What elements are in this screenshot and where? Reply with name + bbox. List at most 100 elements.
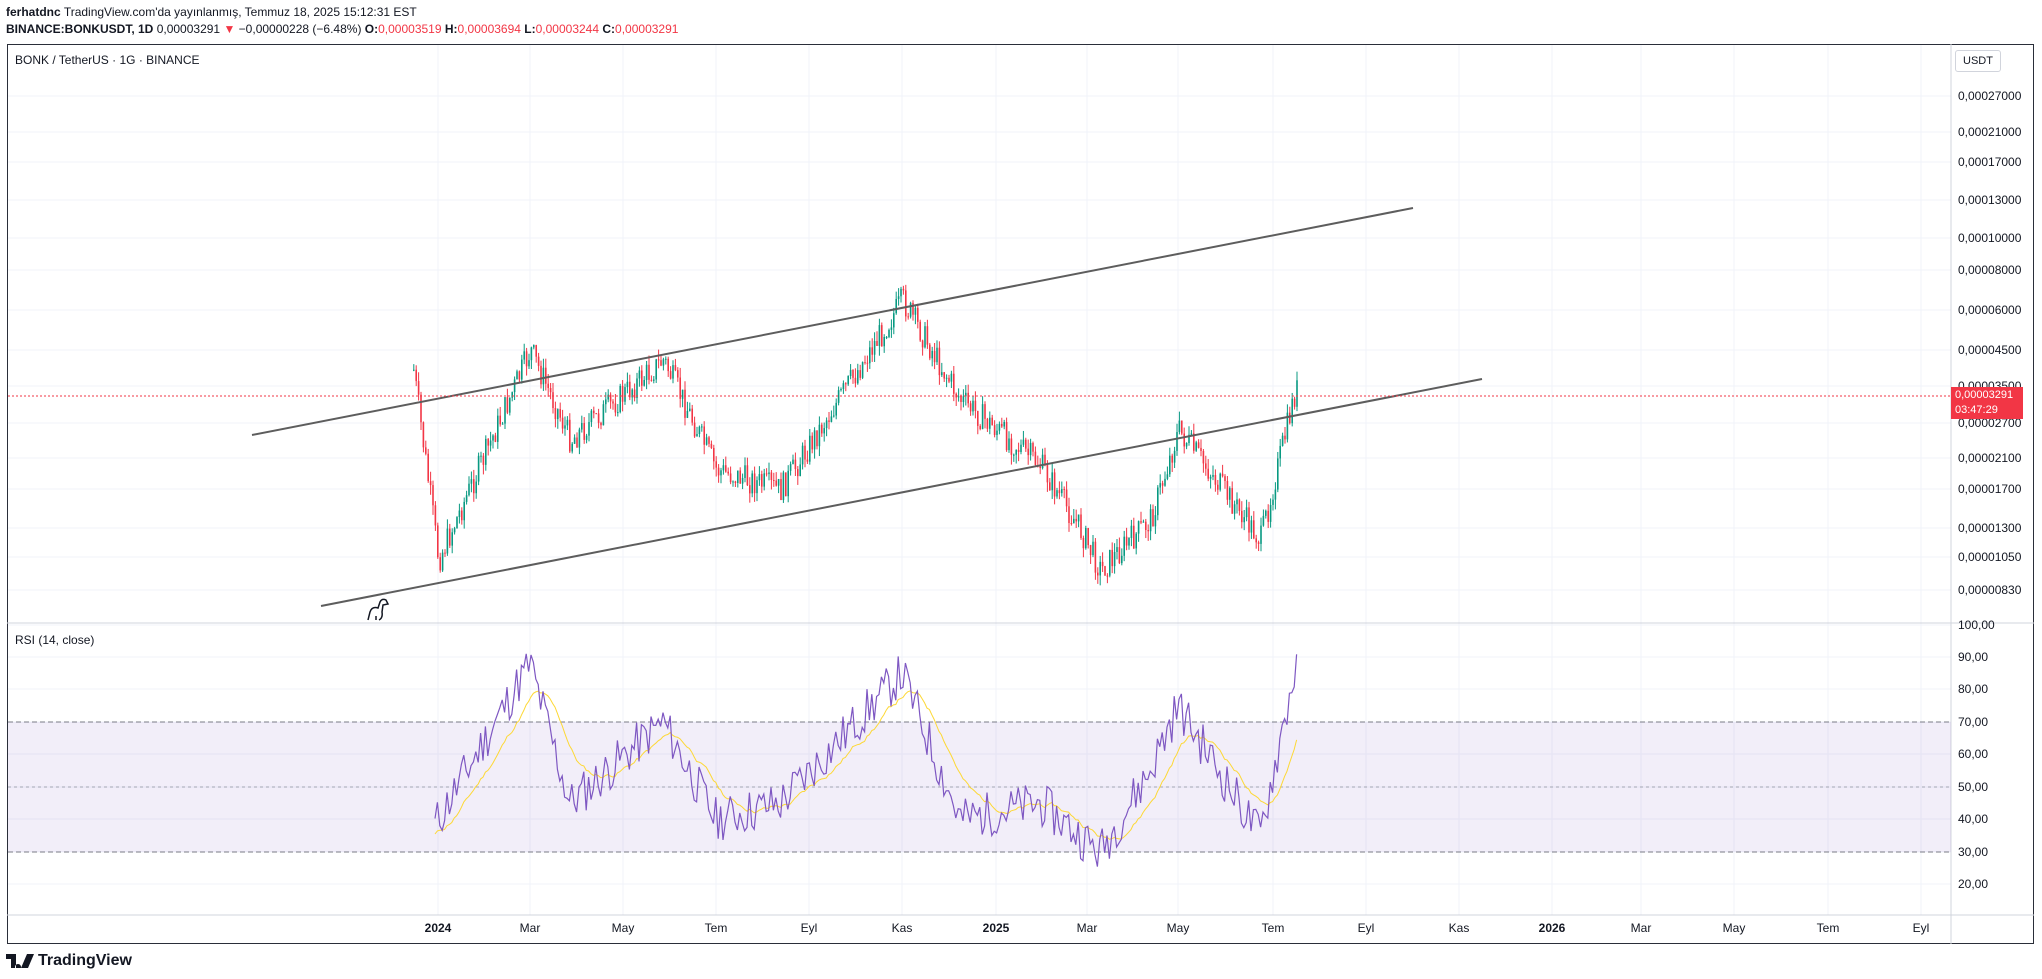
rsi-line bbox=[434, 653, 1298, 867]
candle-body bbox=[1178, 420, 1181, 433]
candle-body bbox=[1121, 555, 1123, 564]
currency-button[interactable]: USDT bbox=[1955, 50, 2001, 72]
candle-body bbox=[849, 369, 852, 376]
candle-body bbox=[1041, 454, 1044, 469]
candle-body bbox=[1207, 468, 1209, 479]
candle-body bbox=[751, 473, 753, 494]
candle-body bbox=[593, 410, 595, 414]
time-axis[interactable]: 2024 Mar May Tem Eyl Kas 2025 Mar May Tem Eyl Kas 20… bbox=[425, 921, 1930, 935]
candle-body bbox=[854, 377, 857, 384]
candle-body bbox=[549, 387, 552, 393]
candle-body bbox=[1284, 435, 1286, 440]
candle-body bbox=[581, 423, 583, 430]
candle-body bbox=[986, 418, 989, 429]
candle-body bbox=[1181, 420, 1183, 434]
candle-body bbox=[641, 370, 643, 386]
rsi-tick-label: 40,00 bbox=[1958, 812, 1988, 826]
candle-body bbox=[845, 383, 847, 385]
candle-body bbox=[866, 362, 869, 364]
time-tick-label: Eyl bbox=[801, 921, 818, 935]
candle-body bbox=[1022, 439, 1025, 445]
candle-body bbox=[1219, 473, 1221, 490]
candle-body bbox=[722, 465, 725, 471]
candle-body bbox=[463, 501, 465, 521]
candle-body bbox=[516, 371, 518, 380]
candle-body bbox=[1193, 433, 1195, 451]
candle-body bbox=[708, 437, 710, 444]
candle-body bbox=[768, 472, 770, 475]
candle-body bbox=[744, 465, 746, 478]
candle-body bbox=[1053, 472, 1056, 497]
candle-body bbox=[597, 413, 600, 423]
pane-title[interactable]: BONK / TetherUS · 1G · BINANCE bbox=[15, 53, 200, 67]
candle-body bbox=[914, 307, 917, 315]
candle-body bbox=[890, 327, 893, 330]
candle-body bbox=[585, 435, 588, 440]
candle-body bbox=[888, 329, 890, 337]
candle-body bbox=[1005, 422, 1008, 451]
candle-body bbox=[837, 390, 840, 403]
candle-body bbox=[1097, 572, 1099, 576]
candle-body bbox=[492, 435, 494, 441]
candle-body bbox=[1142, 521, 1145, 523]
candle-body bbox=[876, 341, 878, 346]
candle-body bbox=[648, 364, 650, 380]
candle-body bbox=[763, 473, 765, 487]
author-name[interactable]: ferhatdnc bbox=[6, 5, 61, 19]
candle-body bbox=[638, 370, 641, 379]
candle-body bbox=[1173, 450, 1176, 463]
candle-body bbox=[727, 471, 729, 474]
candle-body bbox=[1169, 455, 1171, 475]
channel-upper-line[interactable] bbox=[251, 207, 1414, 436]
candle-body bbox=[1293, 398, 1296, 407]
candle-body bbox=[1130, 525, 1133, 539]
candle-body bbox=[458, 510, 461, 518]
candle-body bbox=[1027, 448, 1029, 456]
candle-body bbox=[523, 351, 525, 360]
candle-body bbox=[756, 480, 758, 494]
candle-body bbox=[1147, 530, 1149, 532]
candle-body bbox=[557, 409, 559, 420]
candle-body bbox=[917, 307, 919, 322]
candle-body bbox=[578, 429, 581, 448]
tradingview-logo[interactable]: TradingView bbox=[6, 952, 132, 970]
channel-lower-line[interactable] bbox=[320, 378, 1483, 607]
candle-body bbox=[965, 392, 967, 397]
candle-body bbox=[1010, 438, 1013, 455]
candle-body bbox=[773, 480, 775, 482]
candle-body bbox=[583, 423, 585, 440]
candle-body bbox=[1149, 509, 1152, 532]
rsi-axis[interactable]: 100,00 90,00 80,00 70,00 60,00 50,00 40,00 30,0… bbox=[1958, 618, 1995, 891]
candle-body bbox=[429, 481, 432, 486]
candle-body bbox=[547, 383, 549, 388]
candle-body bbox=[681, 389, 684, 399]
time-tick-label: May bbox=[1167, 921, 1190, 935]
candle-body bbox=[1152, 509, 1154, 527]
candle-body bbox=[446, 528, 449, 554]
candle-body bbox=[698, 426, 701, 434]
chart-frame[interactable] bbox=[7, 44, 2034, 944]
candle-body bbox=[417, 381, 420, 395]
price-axis[interactable]: 0,00027000 0,00021000 0,00017000 0,00013000… bbox=[1958, 89, 2022, 597]
candle-body bbox=[588, 422, 590, 436]
candle-body bbox=[818, 424, 821, 447]
candle-body bbox=[921, 340, 924, 348]
candle-body bbox=[1195, 442, 1197, 451]
candle-body bbox=[427, 453, 429, 482]
candle-body bbox=[1161, 483, 1164, 486]
candle-body bbox=[1140, 521, 1142, 523]
high-value: 0,00003694 bbox=[457, 22, 521, 36]
candle-body bbox=[660, 360, 662, 366]
candle-body bbox=[619, 385, 621, 413]
candle-body bbox=[1229, 488, 1231, 500]
rsi-title[interactable]: RSI (14, close) bbox=[15, 633, 95, 647]
candle-body bbox=[852, 369, 854, 378]
candle-body bbox=[962, 396, 965, 403]
candle-body bbox=[1061, 489, 1063, 494]
candle-body bbox=[809, 435, 811, 462]
candle-body bbox=[444, 552, 446, 554]
candle-body bbox=[530, 347, 533, 361]
candle-body bbox=[739, 470, 741, 484]
time-tick-label: Mar bbox=[1631, 921, 1652, 935]
